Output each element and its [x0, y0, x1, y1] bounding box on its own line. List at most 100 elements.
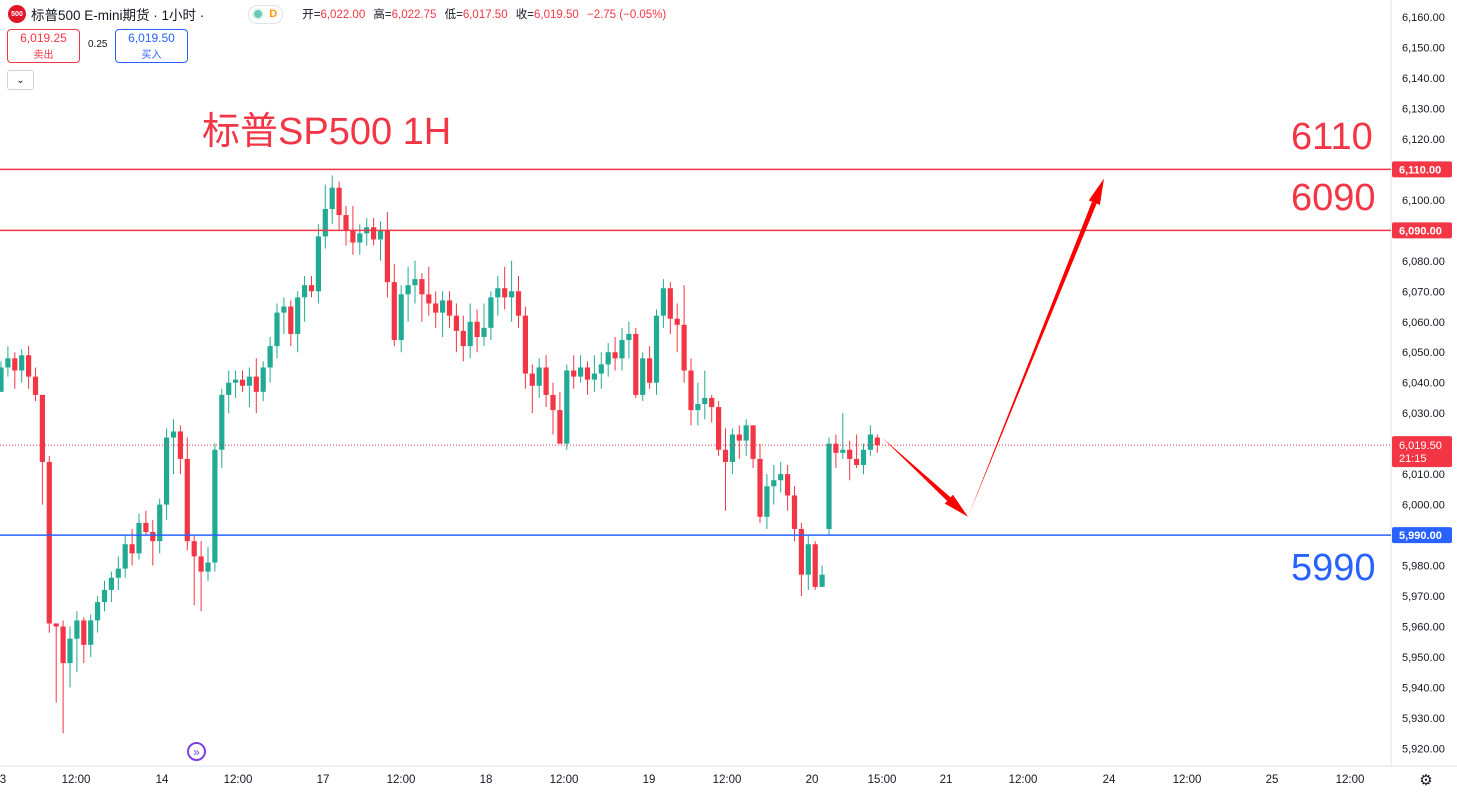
candle-body — [467, 321, 473, 347]
price-tick-label: 6,080.00 — [1402, 256, 1445, 268]
time-tick-label: 12:00 — [1173, 774, 1202, 786]
price-axis[interactable]: 5,920.00 5,930.00 5,940.00 5,950.00 5,960.00… — [1392, 12, 1452, 755]
time-tick-label: 12:00 — [387, 774, 416, 786]
buy-label: 买入 — [141, 50, 162, 61]
candle-body — [502, 288, 508, 298]
candle-body — [854, 458, 860, 465]
candle-body — [377, 230, 384, 240]
sell-button[interactable]: 6,019.25 卖出 — [7, 29, 80, 63]
candle-body — [874, 437, 880, 446]
candle-body — [384, 230, 390, 283]
chart-annotation-title: 标普SP500 1H — [202, 111, 452, 153]
last-price-tag-label: 6,019.50 — [1399, 440, 1442, 452]
low-value: 6,017.50 — [462, 9, 508, 21]
spread-value: 0.25 — [88, 39, 108, 50]
price-tick-label: 5,930.00 — [1402, 713, 1445, 725]
price-tick-label: 6,010.00 — [1402, 469, 1445, 481]
candle-body — [695, 404, 701, 411]
candle-body — [233, 379, 239, 383]
price-tick-label: 6,070.00 — [1402, 286, 1445, 298]
candle-body — [536, 367, 542, 386]
time-tick-label: 20 — [806, 774, 819, 786]
candle-body — [460, 330, 466, 347]
candle-body — [288, 306, 294, 334]
candle-body — [212, 449, 218, 563]
go-to-realtime-button[interactable]: » — [187, 742, 206, 761]
candle-body — [267, 346, 273, 368]
level-price-tag — [1392, 161, 1452, 178]
collapse-legend-button[interactable]: ⌄ — [7, 70, 34, 90]
candle-body — [164, 437, 170, 505]
candle-body — [329, 187, 335, 209]
candle-body — [391, 282, 397, 341]
candle-body — [371, 227, 377, 240]
candle-body — [481, 327, 487, 337]
market-status-dot-icon — [254, 10, 263, 18]
candle-body — [529, 373, 535, 386]
price-tick-label: 6,000.00 — [1402, 500, 1445, 512]
gear-icon: ⚙ — [1419, 772, 1433, 789]
candle-body — [653, 315, 660, 383]
open-label: 开= — [302, 9, 321, 21]
candle-body — [426, 294, 432, 304]
ohlc-values: 开=6,022.00 高=6,022.75 低=6,017.50 收=6,019… — [302, 6, 666, 22]
price-tick-label: 5,970.00 — [1402, 591, 1445, 603]
candle-body — [129, 544, 135, 554]
sell-label: 卖出 — [33, 50, 54, 61]
delayed-data-badge: D — [269, 8, 278, 20]
candle-body — [578, 367, 584, 377]
candle-body — [170, 431, 177, 438]
candle-body — [812, 544, 818, 587]
time-tick-label: 24 — [1103, 774, 1116, 786]
buy-price: 6,019.50 — [128, 31, 175, 45]
candle-body — [419, 279, 425, 295]
level-price-tag — [1392, 222, 1452, 239]
time-tick-label: 12:00 — [1009, 774, 1038, 786]
candle-body — [191, 541, 197, 557]
candle-body — [446, 300, 453, 316]
price-tick-label: 6,130.00 — [1402, 103, 1445, 115]
candle-body — [26, 355, 32, 377]
time-tick-label: 12:00 — [224, 774, 253, 786]
symbol-title[interactable]: 标普500 E-mini期货 · 1小时 · — [31, 8, 205, 23]
candle-body — [143, 522, 149, 533]
candle-body — [343, 215, 349, 231]
time-axis[interactable]: 3 12:00 14 12:00 17 12:00 18 12:00 19 12:00 20 15:0… — [0, 774, 1364, 786]
candle-body — [509, 291, 515, 298]
price-tick-label: 6,100.00 — [1402, 195, 1445, 207]
candle-body — [564, 370, 570, 444]
price-tick-label: 5,950.00 — [1402, 652, 1445, 664]
candle-body — [60, 626, 66, 664]
candle-body — [612, 352, 618, 359]
buy-button[interactable]: 6,019.50 买入 — [115, 29, 188, 63]
candle-body — [674, 318, 680, 325]
high-value: 6,022.75 — [391, 9, 437, 21]
candle-body — [743, 425, 749, 441]
candle-body — [474, 321, 480, 337]
annotation-level-6090: 6090 — [1291, 177, 1376, 219]
forecast-arrow-up — [1088, 178, 1104, 205]
forecast-arrow-down-shaft — [882, 437, 951, 502]
price-tick-label: 5,960.00 — [1402, 622, 1445, 634]
market-status-pill[interactable]: D — [248, 4, 284, 24]
candle-body — [53, 623, 59, 627]
candle-body — [108, 577, 114, 590]
candle-body — [226, 382, 232, 395]
level-price-tag — [1392, 527, 1452, 544]
low-label: 低= — [444, 9, 463, 21]
level-price-tag-label: 6,110.00 — [1399, 164, 1441, 176]
price-tick-label: 6,150.00 — [1402, 42, 1445, 54]
forecast-arrow-up-shaft — [968, 201, 1097, 517]
price-tick-label: 6,120.00 — [1402, 134, 1445, 146]
chart-settings-button[interactable]: ⚙ — [1416, 770, 1436, 790]
candle-body — [867, 434, 873, 450]
candle-body — [95, 602, 101, 621]
price-tick-label: 6,160.00 — [1402, 12, 1445, 24]
time-tick-label: 15:00 — [868, 774, 897, 786]
candle-body — [81, 620, 87, 645]
price-tick-label: 6,050.00 — [1402, 347, 1445, 359]
time-tick-label: 21 — [940, 774, 953, 786]
high-label: 高= — [373, 9, 392, 21]
candle-body — [0, 367, 4, 392]
